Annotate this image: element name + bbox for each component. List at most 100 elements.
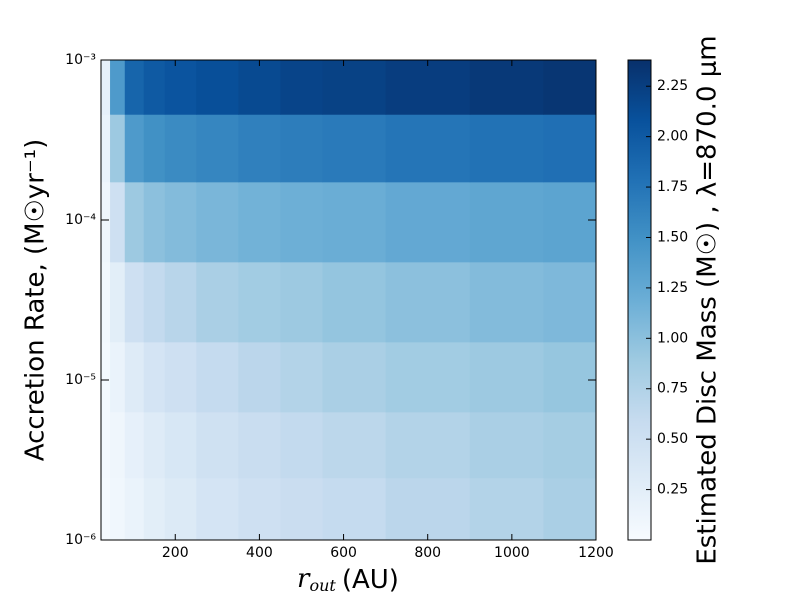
heatmap-cell: [110, 181, 126, 263]
heatmap-cell: [196, 411, 239, 479]
heatmap-cell: [196, 261, 239, 343]
heatmap-cell: [110, 477, 126, 541]
x-label-unit: (AU): [342, 565, 399, 595]
heatmap-cell: [322, 341, 387, 413]
x-tick-label: 800: [414, 545, 441, 561]
heatmap-cell: [143, 60, 166, 115]
heatmap-cell: [543, 261, 597, 343]
heatmap-cell: [164, 261, 197, 343]
heatmap-cell: [101, 261, 111, 343]
heatmap-cell: [101, 341, 111, 413]
heatmap-cell: [164, 411, 197, 479]
heatmap-cell: [322, 181, 387, 263]
heatmap-cell: [385, 181, 471, 263]
heatmap-cell: [124, 411, 145, 479]
y-axis-label: Accretion Rate, (M☉yr⁻¹): [21, 139, 51, 462]
y-tick-label: 10⁻⁴: [65, 212, 96, 228]
heatmap-cell: [238, 477, 281, 541]
heatmap-cell: [543, 181, 597, 263]
heatmap-cell: [322, 261, 387, 343]
heatmap-cell: [238, 411, 281, 479]
heatmap-cell: [469, 341, 544, 413]
heatmap-cell: [164, 114, 197, 183]
heatmap-cell: [101, 181, 111, 263]
colorbar-tick-label: 1.50: [657, 229, 688, 245]
heatmap-cell: [101, 60, 111, 115]
heatmap-cell: [196, 60, 239, 115]
heatmap-cell: [238, 261, 281, 343]
heatmap: [101, 60, 597, 541]
heatmap-cell: [124, 261, 145, 343]
heatmap-cell: [164, 60, 197, 115]
x-label-symbol: r: [297, 564, 311, 594]
heatmap-cell: [280, 341, 324, 413]
heatmap-cell: [280, 261, 324, 343]
heatmap-cell: [143, 341, 166, 413]
heatmap-cell: [385, 477, 471, 541]
heatmap-cell: [543, 114, 597, 183]
heatmap-cell: [543, 411, 597, 479]
colorbar-tick-label: 1.75: [657, 179, 688, 195]
heatmap-cell: [280, 181, 324, 263]
heatmap-cell: [280, 477, 324, 541]
heatmap-cell: [385, 114, 471, 183]
heatmap-cell: [469, 114, 544, 183]
colorbar-tick-label: 2.00: [657, 129, 688, 145]
heatmap-cell: [469, 411, 544, 479]
colorbar-tick-label: 0.25: [657, 482, 688, 498]
heatmap-cell: [385, 261, 471, 343]
heatmap-cell: [385, 411, 471, 479]
heatmap-cell: [143, 411, 166, 479]
heatmap-cell: [164, 477, 197, 541]
y-tick-label: 10⁻⁵: [65, 372, 96, 388]
heatmap-cell: [322, 114, 387, 183]
heatmap-cell: [322, 477, 387, 541]
heatmap-cell: [385, 60, 471, 115]
colorbar: [627, 59, 652, 541]
colorbar-tick-label: 1.00: [657, 330, 688, 346]
heatmap-cell: [101, 411, 111, 479]
x-tick-label: 600: [330, 545, 357, 561]
heatmap-cell: [238, 114, 281, 183]
heatmap-cell: [143, 477, 166, 541]
heatmap-cell: [196, 341, 239, 413]
colorbar-tick-label: 1.25: [657, 280, 688, 296]
colorbar-tick-label: 2.25: [657, 78, 688, 94]
colorbar-tick-label: 0.75: [657, 381, 688, 397]
heatmap-cell: [322, 411, 387, 479]
heatmap-cell: [124, 60, 145, 115]
y-tick-label: 10⁻⁶: [65, 532, 96, 548]
heatmap-cell: [238, 181, 281, 263]
x-label-subscript: out: [309, 576, 336, 595]
y-tick-label: 10⁻³: [65, 52, 96, 68]
x-tick-label: 1000: [494, 545, 530, 561]
plot-frame: [100, 59, 597, 541]
heatmap-cell: [196, 114, 239, 183]
colorbar-label: Estimated Disc Mass (M☉) , λ=870.0 μm: [693, 35, 723, 564]
heatmap-cell: [143, 114, 166, 183]
heatmap-cell: [124, 114, 145, 183]
heatmap-cell: [469, 477, 544, 541]
x-tick-label: 1200: [578, 545, 614, 561]
heatmap-cell: [124, 181, 145, 263]
heatmap-cell: [543, 341, 597, 413]
heatmap-cell: [143, 181, 166, 263]
heatmap-cell: [143, 261, 166, 343]
heatmap-cell: [164, 181, 197, 263]
heatmap-cell: [110, 60, 126, 115]
x-tick-label: 400: [246, 545, 273, 561]
colorbar-tick-label: 0.50: [657, 431, 688, 447]
heatmap-cell: [469, 261, 544, 343]
heatmap-cell: [238, 60, 281, 115]
heatmap-cell: [110, 341, 126, 413]
heatmap-cell: [164, 341, 197, 413]
heatmap-cell: [110, 114, 126, 183]
heatmap-cell: [124, 341, 145, 413]
heatmap-cell: [196, 181, 239, 263]
heatmap-cell: [196, 477, 239, 541]
heatmap-cell: [469, 60, 544, 115]
heatmap-cell: [543, 477, 597, 541]
x-tick-label: 200: [162, 545, 189, 561]
heatmap-cell: [110, 411, 126, 479]
